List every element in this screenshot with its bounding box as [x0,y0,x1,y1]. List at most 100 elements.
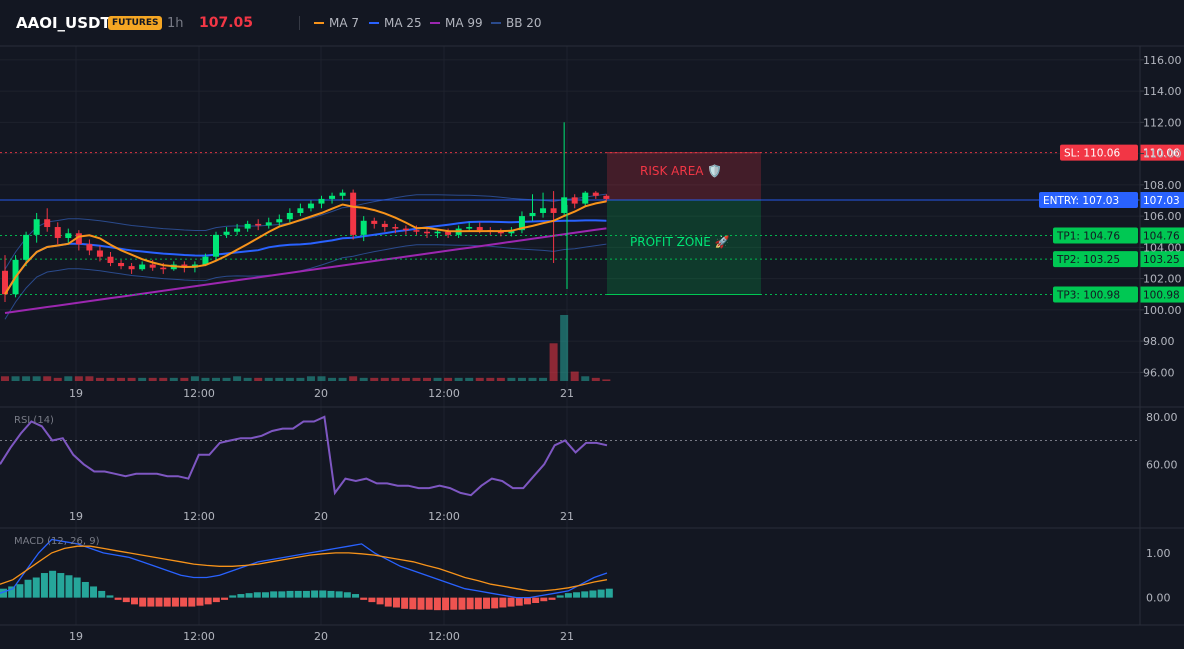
volume-bar [306,376,315,381]
macd-histogram-bar [139,597,147,607]
volume-bar [549,343,558,381]
risk-area-zone [607,152,761,200]
candle-body [244,223,251,229]
macd-histogram-bar [499,597,507,608]
macd-histogram-bar [122,597,130,603]
volume-bar [317,376,326,381]
chart-header: AAOI_USDT FUTURES 1h 107.05 MA 7 MA 25 M… [0,0,1184,46]
ma25-path [4,219,607,295]
volume-bar [233,376,242,381]
candle-body [276,219,283,223]
macd-histogram-bar [540,597,548,602]
volume-bar [359,377,368,381]
macd-histogram-bar [130,597,138,605]
candle-body [118,262,125,267]
macd-histogram-bar [24,579,32,598]
legend-ma7[interactable]: MA 7 [314,16,359,30]
timeframe-label[interactable]: 1h [167,16,184,31]
macd-histogram-bar [507,597,515,607]
volume-bar [296,377,305,381]
macd-histogram-bar [147,597,155,607]
candle-body [413,230,420,232]
candle-body [561,197,568,213]
rsi-panel: 80.00 60.00 [0,411,1178,497]
macd-histogram-bar [188,597,196,607]
volume-bar [465,377,474,381]
candle-body [318,198,325,204]
volume-bar [22,376,31,381]
candle-body [466,227,473,229]
volume-bars [1,315,611,381]
macd-histogram-bar [532,597,540,603]
macd-histogram-bar [16,584,24,598]
candle-body [603,195,610,199]
macd-histogram-bar [376,597,384,605]
macd-histogram-bar [556,595,564,598]
symbol-name[interactable]: AAOI_USDT [16,14,111,32]
candle-body [434,231,441,234]
macd-histogram-bar [491,597,499,609]
macd-histogram-bar [73,577,81,598]
volume-bar [412,377,421,381]
candle-body [223,231,230,235]
candle-body [445,231,452,235]
entry-axis-label: 107.03 [1143,195,1180,207]
candle-body [139,264,146,270]
volume-bar [602,379,611,381]
candle-body [44,219,51,228]
legend-ma99[interactable]: MA 99 [430,16,483,30]
macd-histogram-bar [466,597,474,610]
macd-histogram-bar [212,597,220,603]
candle-body [96,250,103,257]
bb-upper-path [4,193,607,270]
macd-histogram-bar [442,597,450,611]
time-tick-label: 19 [69,630,83,643]
entry-label: ENTRY: 107.03 [1043,195,1119,207]
legend-ma25[interactable]: MA 25 [369,16,422,30]
legend-bb20[interactable]: BB 20 [491,16,542,30]
profit-zone-label: PROFIT ZONE 🚀 [630,235,730,249]
entry-label-box [1039,191,1138,208]
macd-histogram-bar [49,570,57,598]
macd-histogram-bar [417,597,425,610]
volume-bar [338,377,347,381]
tp3-label-box [1053,286,1138,303]
rsi-line [0,415,608,497]
tp3-axis-label: 100.98 [1143,290,1180,302]
candle-body [75,233,82,245]
volume-bar [370,377,379,381]
tp2-axis-box [1140,251,1184,268]
candle-body [213,234,219,257]
tp2-label: TP2: 103.25 [1056,254,1120,266]
macd-histogram-bar [581,591,589,598]
price-tick-label: 116.00 [1143,54,1182,67]
volume-bar [190,376,199,381]
volume-bar [169,377,178,381]
price-tick-label: 100.00 [1143,304,1182,317]
time-tick-label: 12:00 [183,387,215,400]
macd-histogram-bar [589,590,597,598]
candle-body [381,223,388,228]
candle-body [160,267,167,270]
volume-bar [32,376,41,381]
volume-bar [243,377,252,381]
volume-bar [560,315,569,381]
price-tick-label: 108.00 [1143,179,1182,192]
macd-histogram-bar [433,597,441,611]
volume-bar [570,371,579,381]
candle-body [202,256,209,265]
volume-bar [212,377,220,381]
legend-ma7-label: MA 7 [329,16,360,30]
volume-bar [254,377,263,381]
legend-ma25-label: MA 25 [384,16,422,30]
macd-panel: 1.00 0.00 [0,538,1171,611]
macd-histogram-bar [106,595,114,598]
candle-body [476,227,483,231]
volume-bar [127,377,136,381]
macd-histogram-bar [294,590,302,598]
macd-tick-label: 0.00 [1146,592,1171,605]
macd-histogram-bar [204,597,212,605]
tp2-label-box [1053,251,1138,268]
macd-histogram-bar [171,597,179,607]
